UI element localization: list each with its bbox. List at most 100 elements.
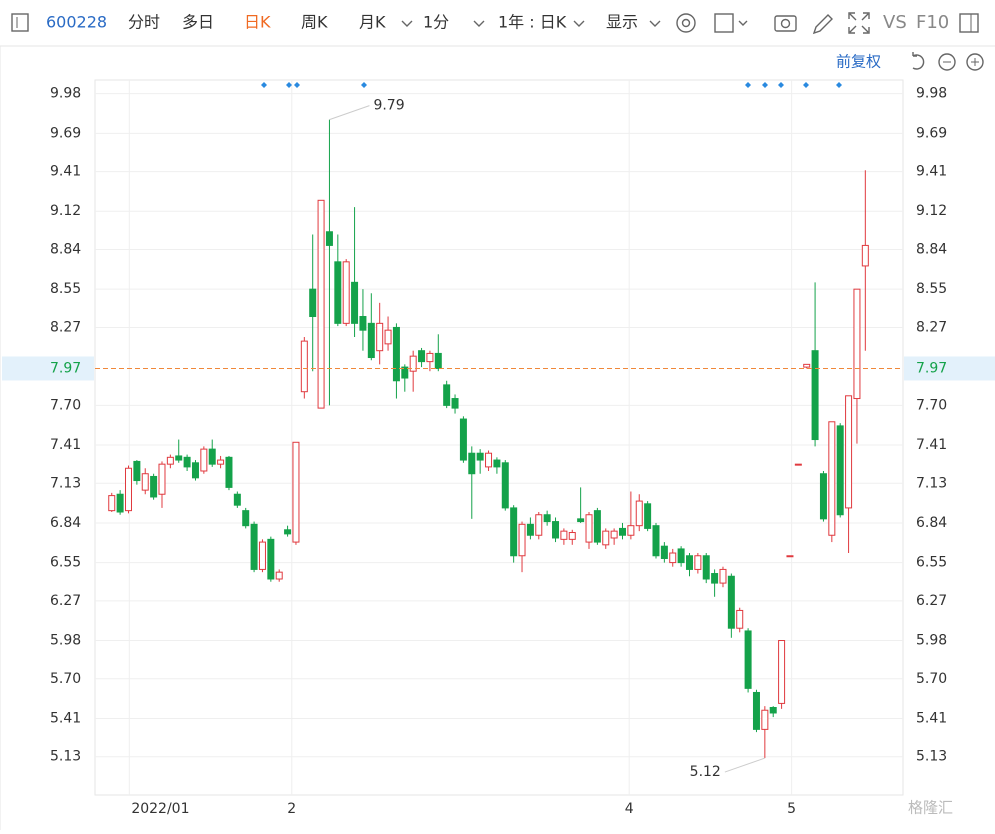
candle-body [325,231,333,246]
candle-body [292,441,300,543]
candle-body [225,456,233,488]
current-price-label: 7.97 [50,360,81,376]
max-leader [329,105,370,121]
candle-body [585,514,593,543]
candle-body [853,288,861,400]
candle-body [258,541,266,570]
candle-body [685,555,693,570]
y-tick-label: 9.98 [50,86,81,102]
x-tick-label: 4 [625,801,634,817]
event-marker[interactable] [778,82,784,88]
y-tick-label: 5.98 [50,633,81,649]
y-tick-label: 8.84 [50,242,81,258]
event-marker[interactable] [361,82,367,88]
y-tick-label: 5.41 [50,710,81,726]
x-tick-label: 2022/01 [131,801,189,817]
candle-body [669,552,677,564]
candle-body [443,384,451,406]
min-leader [724,757,766,773]
current-price-label-right: 7.97 [916,360,947,376]
plot-frame [94,79,904,796]
y-tick-label-right: 7.13 [916,475,947,491]
candle-body [619,527,627,536]
y-tick-label-right: 8.55 [916,281,947,297]
draw-icon[interactable] [812,14,833,35]
min-label: 5.12 [690,764,721,780]
display-select[interactable]: 显示 [606,13,638,32]
y-tick-label: 7.41 [50,437,81,453]
y-tick-label-right: 6.27 [916,593,947,609]
candle-body [124,467,132,512]
candle-body [158,463,166,495]
candle-body [409,355,417,372]
event-marker[interactable] [286,82,292,88]
y-tick-label: 6.55 [50,555,81,571]
event-marker[interactable] [762,82,768,88]
sidebar-toggle[interactable] [11,13,29,32]
camera-lens [780,18,791,29]
candle-body [459,418,467,461]
candle-body [367,322,375,359]
candle-body [175,455,183,461]
candle-body [150,475,158,498]
candle-body [736,609,744,629]
chevron [401,20,413,27]
y-tick-label-right: 5.98 [916,633,947,649]
candle-body [300,340,308,393]
candle-body [819,473,827,520]
panel-icon[interactable] [959,13,979,33]
tab[interactable]: 月K [359,13,386,32]
tab-active[interactable]: 日K [244,13,271,32]
zoom-in-icon[interactable] [966,53,984,71]
tab[interactable]: 1分 [423,13,449,32]
y-tick-label: 9.69 [50,125,81,141]
zoom-out-icon[interactable] [938,53,956,71]
candle-body [526,523,534,536]
event-marker[interactable] [745,82,751,88]
candle-body [660,545,668,559]
period-select[interactable]: 1年 : 日K [498,13,567,32]
adjust-select[interactable]: 前复权 [836,53,881,71]
camera-icon[interactable] [774,15,797,32]
watermark: 格隆汇 [908,799,953,817]
f10-button[interactable]: F10 [916,12,949,33]
candle-body [828,421,836,536]
candle-body [794,463,802,466]
candle-body [108,495,116,512]
reset-icon[interactable] [912,52,925,70]
compare-button[interactable]: VS [883,12,907,33]
tab[interactable]: 分时 [128,13,160,32]
event-marker[interactable] [294,82,300,88]
x-tick-label: 5 [787,801,796,817]
y-tick-label: 8.27 [50,319,81,335]
y-tick-label: 7.13 [50,475,81,491]
y-tick-label: 8.55 [50,281,81,297]
event-marker[interactable] [803,82,809,88]
candle-body [501,462,509,509]
candle-body [644,503,652,529]
candle-body [141,473,149,491]
candle-body [267,538,275,580]
y-tick-label-right: 9.69 [916,125,947,141]
event-marker[interactable] [836,82,842,88]
tab[interactable]: 周K [301,13,328,32]
event-markers [261,82,842,88]
candle-body [510,507,518,557]
candle-body [284,529,292,535]
candle-body [752,691,760,730]
candle-body [250,523,258,570]
tab[interactable]: 多日 [182,13,214,32]
candle-body [769,707,777,714]
y-tick-label: 6.27 [50,593,81,609]
chevron [738,20,748,26]
y-tick-label-right: 9.41 [916,164,947,180]
candle-body [208,448,216,465]
fullscreen-icon[interactable] [848,12,870,34]
color-icon[interactable] [714,13,734,33]
x-tick-label: 2 [287,801,296,817]
settings-icon[interactable] [676,13,696,33]
candle-body [493,459,501,468]
event-marker[interactable] [261,82,267,88]
stock-code[interactable]: 600228 [46,13,107,32]
candle-body [577,518,585,523]
